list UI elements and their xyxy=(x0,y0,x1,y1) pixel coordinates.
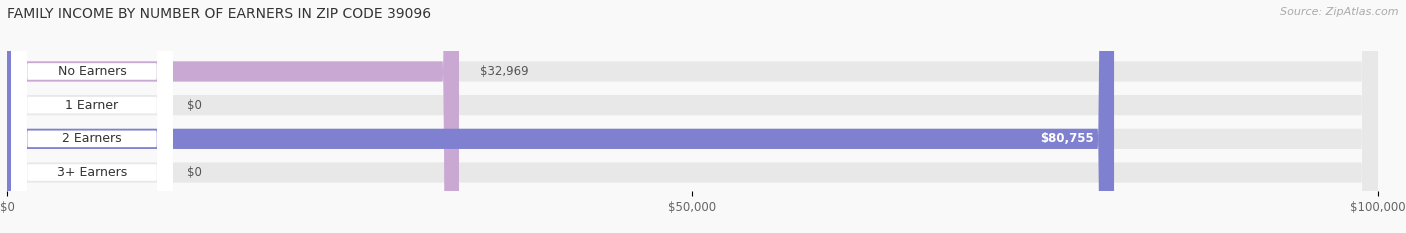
Text: 3+ Earners: 3+ Earners xyxy=(56,166,127,179)
FancyBboxPatch shape xyxy=(7,0,458,233)
FancyBboxPatch shape xyxy=(11,0,173,233)
Text: $32,969: $32,969 xyxy=(479,65,529,78)
Text: FAMILY INCOME BY NUMBER OF EARNERS IN ZIP CODE 39096: FAMILY INCOME BY NUMBER OF EARNERS IN ZI… xyxy=(7,7,432,21)
Text: 2 Earners: 2 Earners xyxy=(62,132,122,145)
FancyBboxPatch shape xyxy=(7,0,1378,233)
Text: Source: ZipAtlas.com: Source: ZipAtlas.com xyxy=(1281,7,1399,17)
FancyBboxPatch shape xyxy=(11,0,173,233)
Text: $0: $0 xyxy=(187,99,201,112)
FancyBboxPatch shape xyxy=(7,0,1114,233)
Text: 1 Earner: 1 Earner xyxy=(66,99,118,112)
FancyBboxPatch shape xyxy=(7,0,1378,233)
FancyBboxPatch shape xyxy=(11,0,173,233)
Text: No Earners: No Earners xyxy=(58,65,127,78)
FancyBboxPatch shape xyxy=(7,0,1378,233)
Text: $80,755: $80,755 xyxy=(1040,132,1094,145)
Text: $0: $0 xyxy=(187,166,201,179)
FancyBboxPatch shape xyxy=(7,0,1378,233)
FancyBboxPatch shape xyxy=(11,0,173,233)
